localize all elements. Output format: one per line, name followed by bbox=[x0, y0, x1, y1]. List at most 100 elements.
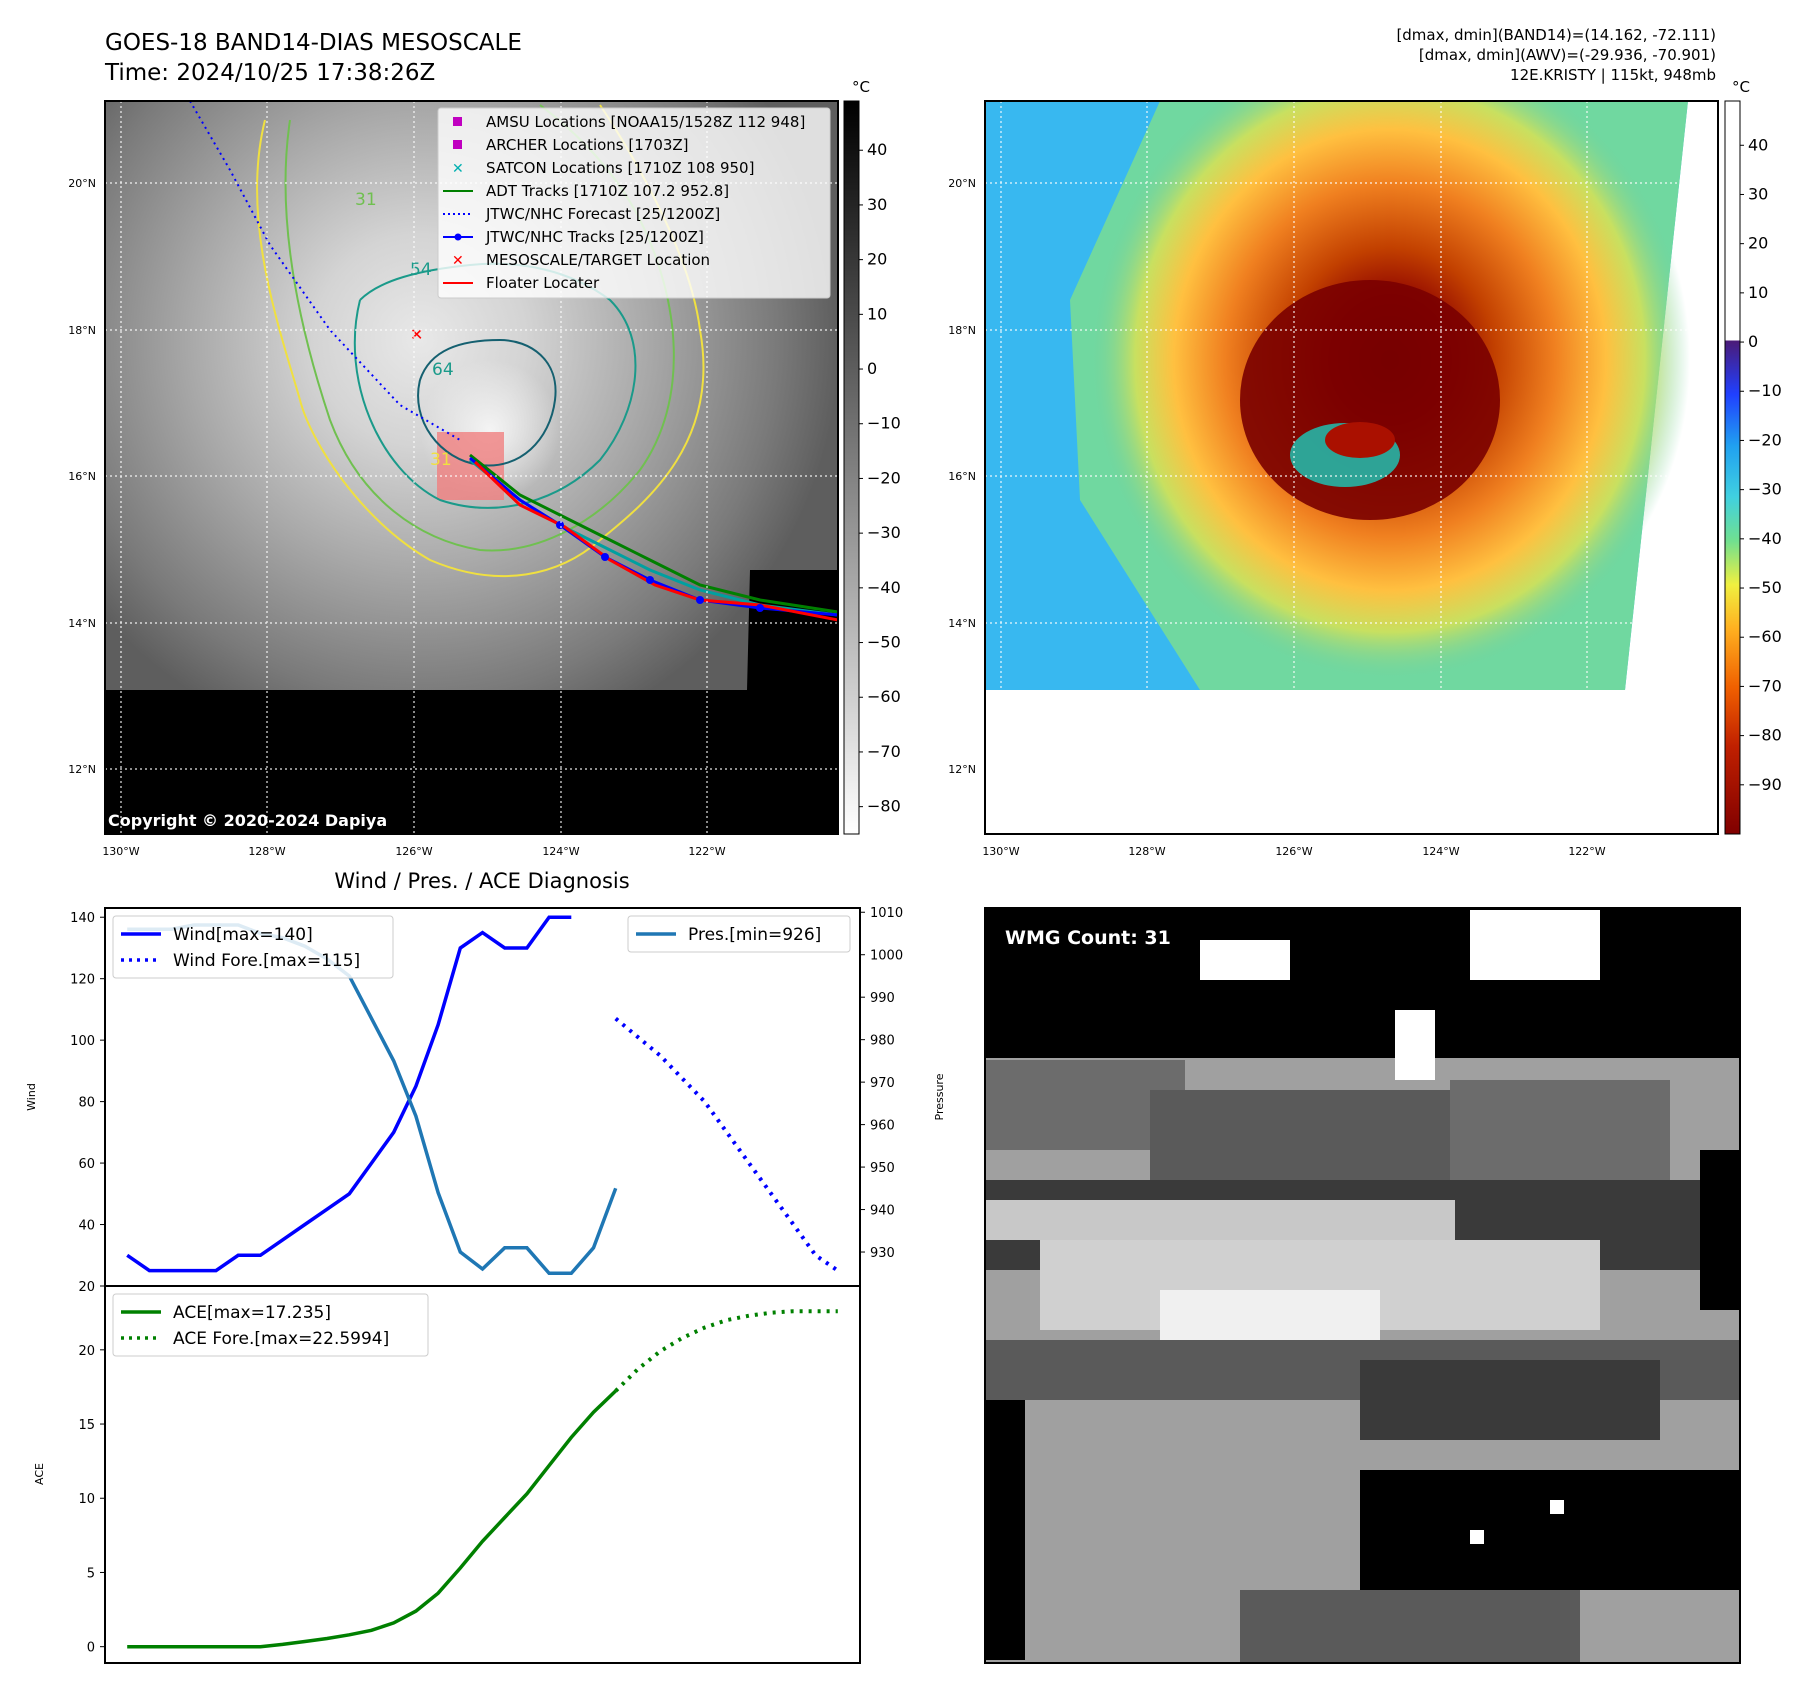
info-band14-range: [dmax, dmin](BAND14)=(14.162, -72.111) bbox=[1396, 26, 1716, 44]
y2-tick-label: 1010 bbox=[870, 906, 903, 921]
svg-text:124°W: 124°W bbox=[1422, 845, 1459, 858]
svg-text:°C: °C bbox=[852, 78, 870, 96]
svg-text:12°N: 12°N bbox=[948, 763, 976, 776]
wmg-block bbox=[1360, 1360, 1660, 1440]
legend-entry: Floater Locater bbox=[443, 274, 600, 292]
y2-tick-label: 950 bbox=[870, 1161, 895, 1176]
svg-text:128°W: 128°W bbox=[248, 845, 285, 858]
colorbar-tick: −70 bbox=[867, 742, 901, 761]
legend-entry: JTWC/NHC Forecast [25/1200Z] bbox=[443, 205, 720, 223]
colorbar-tick: 40 bbox=[867, 140, 887, 159]
svg-text:126°W: 126°W bbox=[395, 845, 432, 858]
legend-label: JTWC/NHC Tracks [25/1200Z] bbox=[485, 228, 704, 246]
colorbar-tick: −80 bbox=[867, 797, 901, 816]
wmg-block bbox=[985, 1200, 1455, 1240]
svg-text:14°N: 14°N bbox=[68, 617, 96, 630]
svg-text:20°N: 20°N bbox=[948, 177, 976, 190]
info-storm-summary: 12E.KRISTY | 115kt, 948mb bbox=[1510, 66, 1716, 84]
colorbar-tick: 20 bbox=[867, 250, 887, 269]
contour-inner bbox=[417, 338, 557, 467]
ace-axis-label: ACE bbox=[33, 1463, 46, 1485]
contour-label-3: 64 bbox=[432, 360, 454, 380]
svg-text:°C: °C bbox=[1732, 78, 1750, 96]
svg-text:18°N: 18°N bbox=[68, 324, 96, 337]
colorbar-tick: −90 bbox=[1748, 775, 1782, 794]
contour-yellow bbox=[256, 104, 705, 578]
legend-label: JTWC/NHC Forecast [25/1200Z] bbox=[485, 205, 720, 223]
svg-text:122°W: 122°W bbox=[1568, 845, 1605, 858]
colorbar-tick: −50 bbox=[867, 633, 901, 652]
legend-label: ACE Fore.[max=22.5994] bbox=[173, 1329, 389, 1349]
wind-axis-label: Wind bbox=[25, 1083, 38, 1111]
adt-track bbox=[469, 453, 838, 614]
wmg-block bbox=[1360, 1470, 1740, 1590]
legend-label: ADT Tracks [1710Z 107.2 952.8] bbox=[486, 182, 729, 200]
legend-label: Pres.[min=926] bbox=[688, 925, 821, 945]
y-tick-label: 80 bbox=[78, 1096, 95, 1111]
y-tick-label: 0 bbox=[87, 1641, 95, 1656]
pressure-axis-label: Pressure bbox=[933, 1073, 946, 1120]
contour-label-4: 31 bbox=[430, 450, 452, 470]
y-tick-label: 15 bbox=[78, 1418, 95, 1433]
legend-label: SATCON Locations [1710Z 108 950] bbox=[486, 159, 754, 177]
colorbar-tick: 0 bbox=[867, 359, 877, 378]
y-tick-label: 40 bbox=[78, 1219, 95, 1234]
legend-entry: AMSU Locations [NOAA15/1528Z 112 948] bbox=[453, 113, 805, 131]
legend-label: Floater Locater bbox=[486, 274, 600, 292]
series-line bbox=[126, 915, 572, 1273]
wmg-block bbox=[1700, 1150, 1740, 1310]
y2-tick-label: 1000 bbox=[870, 949, 903, 964]
colorbar-tick: −40 bbox=[1748, 529, 1782, 548]
legend-marker bbox=[453, 140, 462, 149]
legend-label: ACE[max=17.235] bbox=[173, 1303, 331, 1323]
info-awv-range: [dmax, dmin](AWV)=(-29.936, -70.901) bbox=[1419, 46, 1716, 64]
svg-text:126°W: 126°W bbox=[1275, 845, 1312, 858]
target-marker: ✕ bbox=[410, 325, 423, 344]
svg-text:12°N: 12°N bbox=[68, 763, 96, 776]
ir-legend: AMSU Locations [NOAA15/1528Z 112 948] ARC… bbox=[437, 107, 831, 299]
legend-label: Wind[max=140] bbox=[173, 925, 313, 945]
legend-entry: JTWC/NHC Tracks [25/1200Z] bbox=[443, 228, 704, 246]
legend-entry: ✕ SATCON Locations [1710Z 108 950] bbox=[452, 159, 754, 177]
y2-tick-label: 980 bbox=[870, 1034, 895, 1049]
legend-label: ARCHER Locations [1703Z] bbox=[486, 136, 689, 154]
copyright-text: Copyright © 2020-2024 Dapiya bbox=[108, 811, 387, 830]
colorbar-tick: −60 bbox=[867, 687, 901, 706]
legend-label: AMSU Locations [NOAA15/1528Z 112 948] bbox=[486, 113, 805, 131]
colorbar-tick: 10 bbox=[867, 304, 887, 323]
legend-entry: ARCHER Locations [1703Z] bbox=[453, 136, 689, 154]
color-colorbar: °C 40 30 20 10 0 −10 −20 −30 −40 −50 −60 −70 −80 −90 bbox=[1724, 78, 1782, 835]
colorbar-tick: −70 bbox=[1748, 676, 1782, 695]
colorbar-tick: −30 bbox=[1748, 480, 1782, 499]
legend-label: Wind Fore.[max=115] bbox=[173, 951, 360, 971]
forecast-track bbox=[189, 101, 461, 441]
svg-text:128°W: 128°W bbox=[1128, 845, 1165, 858]
svg-text:130°W: 130°W bbox=[982, 845, 1019, 858]
svg-text:16°N: 16°N bbox=[948, 470, 976, 483]
figure-time: Time: 2024/10/25 17:38:26Z bbox=[104, 60, 435, 86]
y-tick-label: 100 bbox=[70, 1034, 95, 1049]
wmg-block bbox=[985, 1400, 1025, 1660]
colorbar-tick: −10 bbox=[867, 414, 901, 433]
ace-chart: 0 5 10 15 20 ACE ACE[max=17.235] ACE Fore.[ma… bbox=[33, 1285, 861, 1664]
svg-text:130°W: 130°W bbox=[102, 845, 139, 858]
wmg-block bbox=[1240, 1590, 1580, 1663]
series-line bbox=[614, 1309, 838, 1393]
colorbar-tick: 20 bbox=[1748, 234, 1768, 253]
wmg-block bbox=[1160, 1290, 1380, 1340]
svg-text:18°N: 18°N bbox=[948, 324, 976, 337]
contour-label-1: 31 bbox=[355, 190, 377, 210]
color-map-panel bbox=[984, 100, 1719, 835]
wmg-block bbox=[1470, 1530, 1484, 1544]
colorbar-tick: −10 bbox=[1748, 381, 1782, 400]
legend-label: MESOSCALE/TARGET Location bbox=[486, 251, 710, 269]
colorbar-tick: −50 bbox=[1748, 578, 1782, 597]
y2-tick-label: 970 bbox=[870, 1076, 895, 1091]
y-tick-label: 5 bbox=[87, 1566, 95, 1581]
floater-track bbox=[473, 460, 838, 622]
contour-label-2: 54 bbox=[410, 260, 432, 280]
y-tick-label: 140 bbox=[70, 911, 95, 926]
svg-text:14°N: 14°N bbox=[948, 617, 976, 630]
y-tick-label: 60 bbox=[78, 1157, 95, 1172]
